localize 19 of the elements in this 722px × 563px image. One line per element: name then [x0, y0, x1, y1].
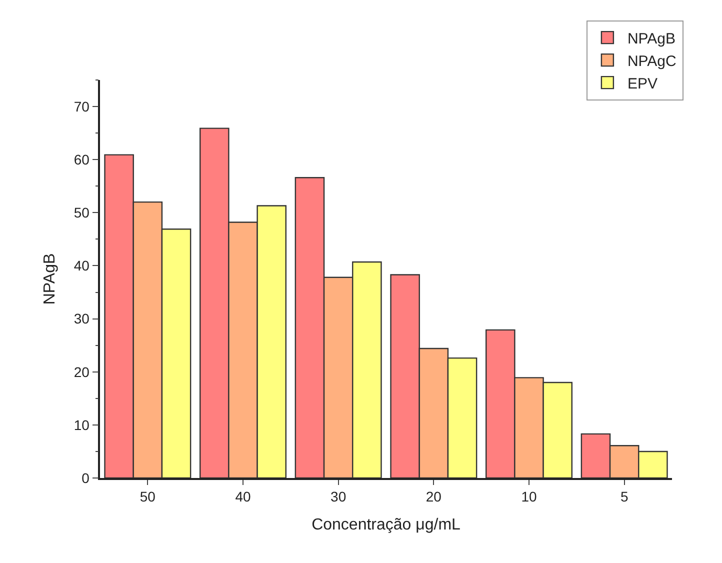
legend-label: NPAgC: [627, 52, 677, 70]
x-tick-label: 5: [620, 488, 628, 505]
y-tick-label: 20: [74, 364, 90, 380]
x-tick-label: 50: [140, 488, 156, 505]
y-axis-title: NPAgB: [41, 253, 58, 305]
x-tick-label: 20: [426, 488, 442, 505]
y-tick-label: 70: [74, 98, 90, 114]
x-tick-label: 40: [235, 488, 251, 505]
legend-label: EPV: [627, 75, 658, 92]
x-axis-title: Concentração μg/mL: [312, 516, 461, 534]
legend-label: NPAgB: [627, 30, 676, 48]
y-tick-label: 50: [74, 204, 90, 221]
x-tick-label: 10: [521, 488, 537, 505]
y-tick-label: 0: [82, 470, 90, 486]
y-tick-label: 40: [74, 258, 90, 274]
y-tick-label: 30: [74, 310, 90, 327]
x-tick-label: 30: [330, 488, 346, 505]
y-tick-label: 10: [74, 416, 90, 433]
y-tick-label: 60: [74, 152, 90, 168]
